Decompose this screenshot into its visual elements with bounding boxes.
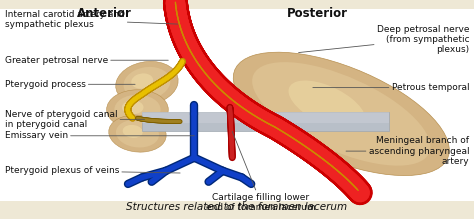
Text: Cartilage filling lower
end of foramen lacerum: Cartilage filling lower end of foramen l… (206, 131, 316, 212)
Ellipse shape (252, 62, 430, 166)
FancyBboxPatch shape (0, 9, 474, 201)
Bar (142, 112, 389, 123)
Ellipse shape (124, 67, 170, 100)
Text: Petrous temporal: Petrous temporal (313, 83, 469, 92)
Ellipse shape (116, 62, 178, 105)
Bar (142, 112, 389, 131)
Text: Pterygoid process: Pterygoid process (5, 80, 135, 89)
Ellipse shape (123, 125, 143, 138)
Ellipse shape (116, 120, 159, 147)
Text: Structures related to the foramen lacerum: Structures related to the foramen laceru… (127, 202, 347, 212)
Ellipse shape (114, 95, 161, 124)
Text: Internal carotid artery and
sympathetic plexus: Internal carotid artery and sympathetic … (5, 10, 178, 29)
Text: Anterior: Anterior (77, 7, 132, 19)
Text: Deep petrosal nerve
(from sympathetic
plexus): Deep petrosal nerve (from sympathetic pl… (299, 25, 469, 54)
Text: Pterygoid plexus of veins: Pterygoid plexus of veins (5, 166, 180, 175)
Text: Meningeal branch of
ascending pharyngeal
artery: Meningeal branch of ascending pharyngeal… (346, 136, 469, 166)
Ellipse shape (109, 115, 166, 152)
Ellipse shape (131, 73, 153, 89)
Ellipse shape (289, 81, 365, 130)
Text: Greater petrosal nerve: Greater petrosal nerve (5, 56, 168, 65)
Ellipse shape (107, 90, 168, 129)
Text: Posterior: Posterior (287, 7, 348, 19)
Text: Emissary vein: Emissary vein (5, 131, 194, 140)
Text: Nerve of pterygoid canal
in pterygoid canal: Nerve of pterygoid canal in pterygoid ca… (5, 110, 145, 129)
Ellipse shape (233, 52, 449, 176)
Ellipse shape (122, 100, 144, 114)
